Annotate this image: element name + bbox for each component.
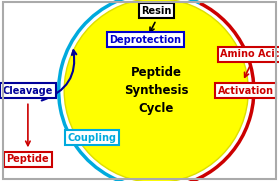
- Ellipse shape: [64, 0, 248, 181]
- Text: Deprotection: Deprotection: [109, 35, 181, 45]
- Text: Coupling: Coupling: [68, 132, 117, 143]
- Text: Activation: Activation: [218, 85, 273, 96]
- Text: Peptide
Synthesis
Cycle: Peptide Synthesis Cycle: [124, 66, 189, 115]
- Text: Resin: Resin: [141, 6, 171, 16]
- Text: Cleavage: Cleavage: [3, 85, 53, 96]
- Text: Peptide: Peptide: [7, 154, 49, 164]
- Text: Amino Acid: Amino Acid: [220, 49, 279, 59]
